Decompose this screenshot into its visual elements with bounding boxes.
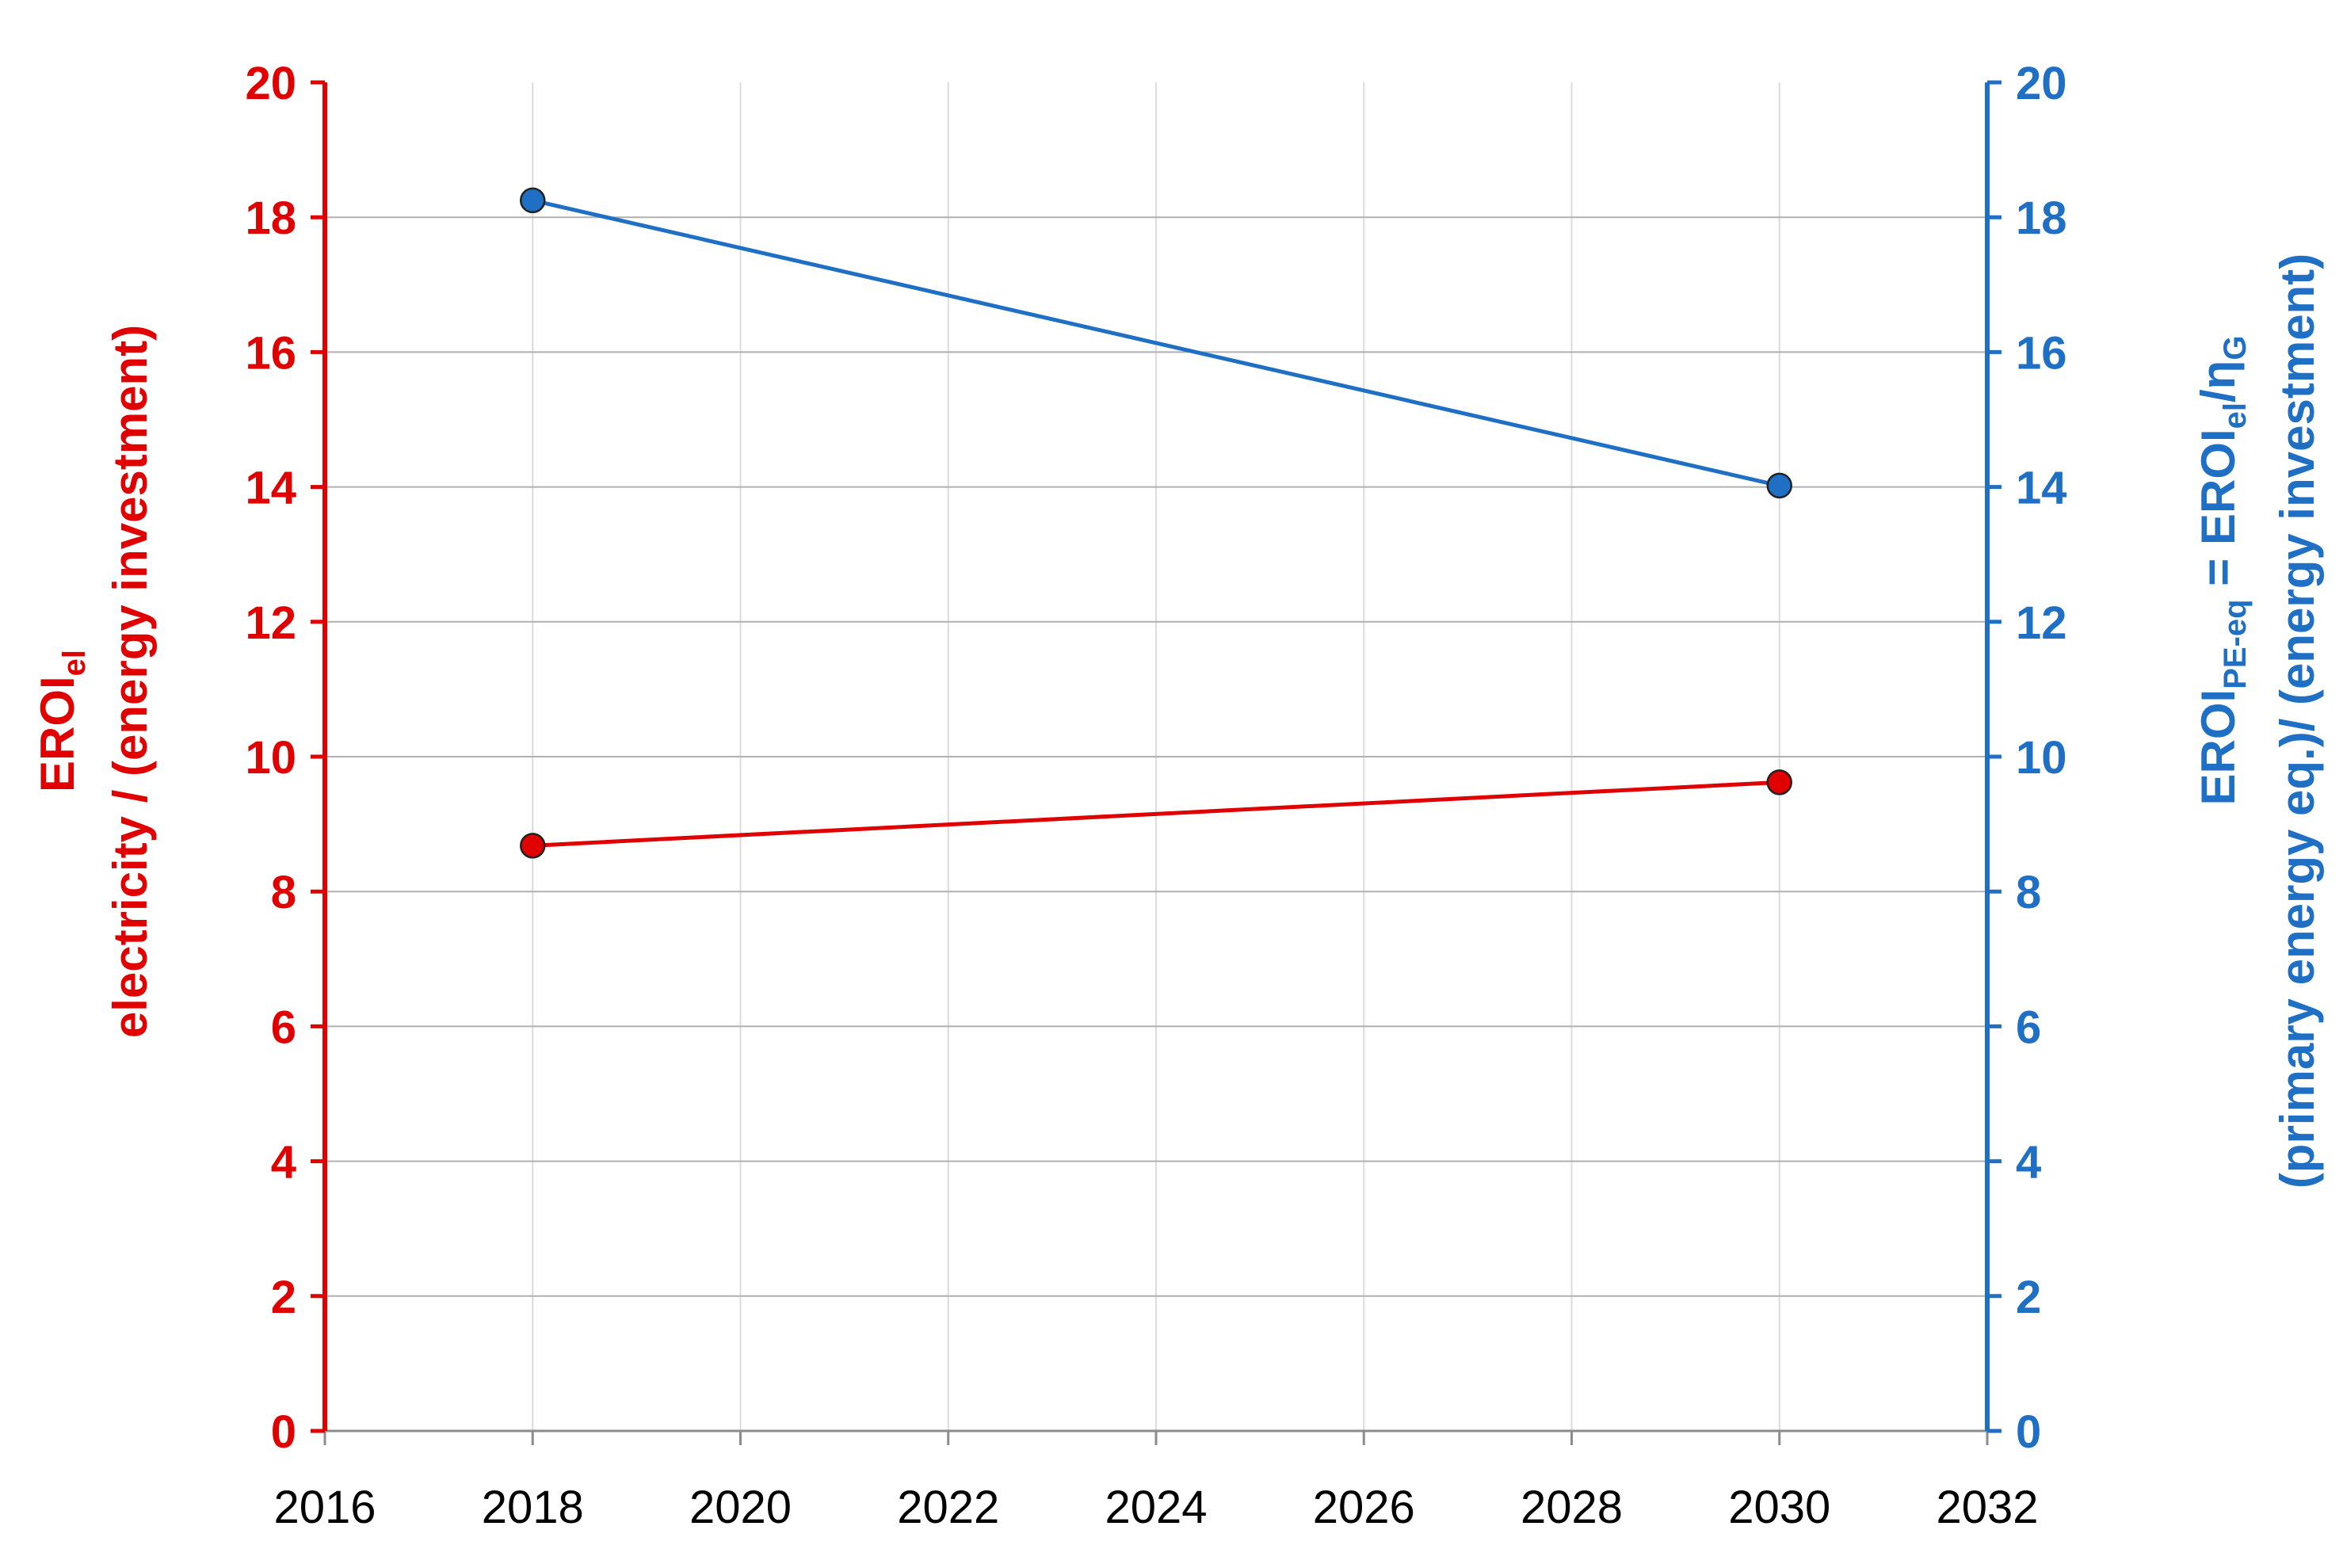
right-label-sub2: el bbox=[2218, 402, 2253, 429]
left-tick-label: 4 bbox=[271, 1137, 296, 1188]
right-tick-label: 14 bbox=[2016, 463, 2067, 514]
right-label-slash: /η bbox=[2192, 361, 2245, 402]
x-tick-label: 2030 bbox=[1728, 1482, 1830, 1533]
left-tick-label: 18 bbox=[245, 193, 296, 244]
left-tick-label: 10 bbox=[245, 732, 296, 784]
data-point-right bbox=[1766, 472, 1792, 499]
right-label-sub3: G bbox=[2218, 336, 2253, 361]
left-tick-label: 16 bbox=[245, 327, 296, 379]
right-tick-label: 10 bbox=[2016, 732, 2067, 784]
series-line-right bbox=[532, 198, 1780, 488]
right-tick-label: 4 bbox=[2016, 1137, 2041, 1188]
series-line-left bbox=[532, 780, 1780, 848]
left-tick-label: 8 bbox=[271, 867, 296, 918]
right-axis-label: EROIPE-eq = EROIel/ηG bbox=[2192, 336, 2253, 806]
x-tick-label: 2018 bbox=[482, 1482, 584, 1533]
left-axis-label-line2: electricity / (energy investment) bbox=[104, 325, 157, 1038]
left-tick-label: 2 bbox=[271, 1272, 296, 1323]
right-tick-label: 2 bbox=[2016, 1272, 2041, 1323]
right-tick-label: 12 bbox=[2016, 597, 2067, 649]
right-tick-label: 0 bbox=[2016, 1406, 2041, 1458]
left-tick-label: 20 bbox=[245, 58, 296, 109]
right-axis-label-line2: (primary energy eq.)/ (energy investment… bbox=[2271, 254, 2324, 1188]
x-tick-label: 2024 bbox=[1105, 1482, 1207, 1533]
right-tick-label: 18 bbox=[2016, 193, 2067, 244]
left-tick-label: 14 bbox=[245, 463, 296, 514]
x-tick-label: 2026 bbox=[1313, 1482, 1415, 1533]
left-tick-label: 0 bbox=[271, 1406, 296, 1458]
left-label-main: EROI bbox=[31, 676, 84, 792]
right-axis-ticks: 0 2 4 6 8 10 12 14 16 18 20 bbox=[2016, 58, 2067, 1458]
right-label-main: EROI bbox=[2192, 689, 2245, 806]
right-tick-label: 8 bbox=[2016, 867, 2041, 918]
x-tick-label: 2022 bbox=[897, 1482, 999, 1533]
x-tick-label: 2028 bbox=[1521, 1482, 1623, 1533]
x-axis-ticks: 2016 2020 2024 2028 2032 2018 2022 2026 2030 bbox=[273, 1482, 2038, 1533]
x-tick-label: 2020 bbox=[689, 1482, 792, 1533]
grid bbox=[325, 82, 1987, 1431]
left-axis-ticks: 0 2 4 6 8 10 12 14 16 18 20 bbox=[245, 58, 296, 1458]
right-tick-label: 16 bbox=[2016, 327, 2067, 379]
data-point-left bbox=[1766, 769, 1792, 795]
left-tick-label: 6 bbox=[271, 1001, 296, 1053]
axes bbox=[311, 80, 2001, 1445]
data-point-right bbox=[520, 187, 546, 214]
left-label-sub: el bbox=[57, 650, 92, 676]
right-label-mid: = EROI bbox=[2192, 429, 2245, 599]
x-tick-label: 2016 bbox=[273, 1482, 376, 1533]
data-point-left bbox=[520, 833, 546, 859]
right-label-sub1: PE-eq bbox=[2218, 599, 2253, 689]
x-tick-label: 2032 bbox=[1936, 1482, 2038, 1533]
right-tick-label: 6 bbox=[2016, 1001, 2041, 1053]
right-tick-label: 20 bbox=[2016, 58, 2067, 109]
left-axis-label: EROIel bbox=[31, 650, 92, 792]
left-tick-label: 12 bbox=[245, 597, 296, 649]
series bbox=[520, 187, 1792, 859]
